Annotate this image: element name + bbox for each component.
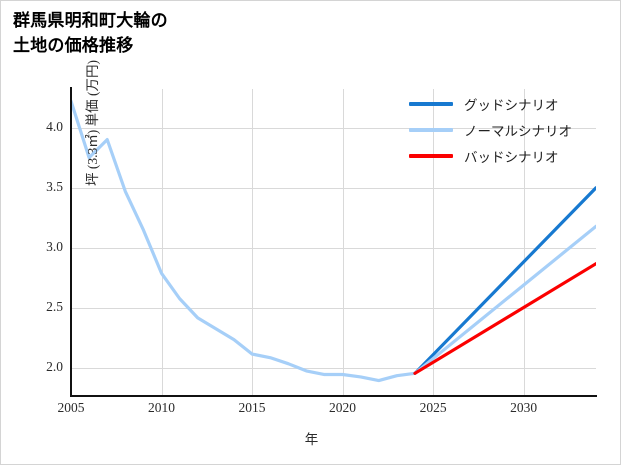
legend-swatch-good: [409, 102, 453, 106]
legend-item-good: グッドシナリオ: [409, 91, 609, 117]
x-tick-2005: 2005: [57, 400, 85, 415]
chart-legend: グッドシナリオ ノーマルシナリオ バッドシナリオ: [409, 91, 609, 169]
legend-swatch-bad: [409, 154, 453, 158]
legend-label-normal: ノーマルシナリオ: [464, 124, 572, 139]
legend-item-bad: バッドシナリオ: [409, 143, 609, 169]
x-tick-2015: 2015: [238, 400, 266, 415]
page-title: 群馬県明和町大輪の 土地の価格推移: [13, 11, 168, 55]
x-tick-2020: 2020: [329, 400, 357, 415]
y-tick-2: 2.0: [46, 359, 63, 375]
plot-area: [71, 89, 596, 395]
vertical-gridlines: [162, 89, 525, 395]
x-axis-label: 年: [304, 432, 319, 447]
y-tick-3.5: 3.5: [46, 178, 63, 194]
legend-label-good: グッドシナリオ: [464, 98, 559, 113]
x-tick-2030: 2030: [510, 400, 538, 415]
legend-swatch-normal: [409, 128, 453, 132]
legend-label-bad: バッドシナリオ: [464, 150, 559, 165]
y-tick-4: 4.0: [46, 118, 63, 134]
legend-item-normal: ノーマルシナリオ: [409, 117, 609, 143]
x-tick-2010: 2010: [148, 400, 176, 415]
x-axis-line: [70, 395, 597, 397]
chart-canvas: [71, 89, 596, 395]
y-tick-2.5: 2.5: [46, 299, 63, 315]
horizontal-gridlines: [71, 128, 596, 369]
series-lines: [71, 99, 596, 383]
y-axis-label: 坪 (3.3㎡) 単価 (万円): [85, 60, 100, 186]
y-tick-3: 3.0: [46, 239, 63, 255]
x-tick-2025: 2025: [419, 400, 447, 415]
y-axis-line: [70, 87, 72, 397]
